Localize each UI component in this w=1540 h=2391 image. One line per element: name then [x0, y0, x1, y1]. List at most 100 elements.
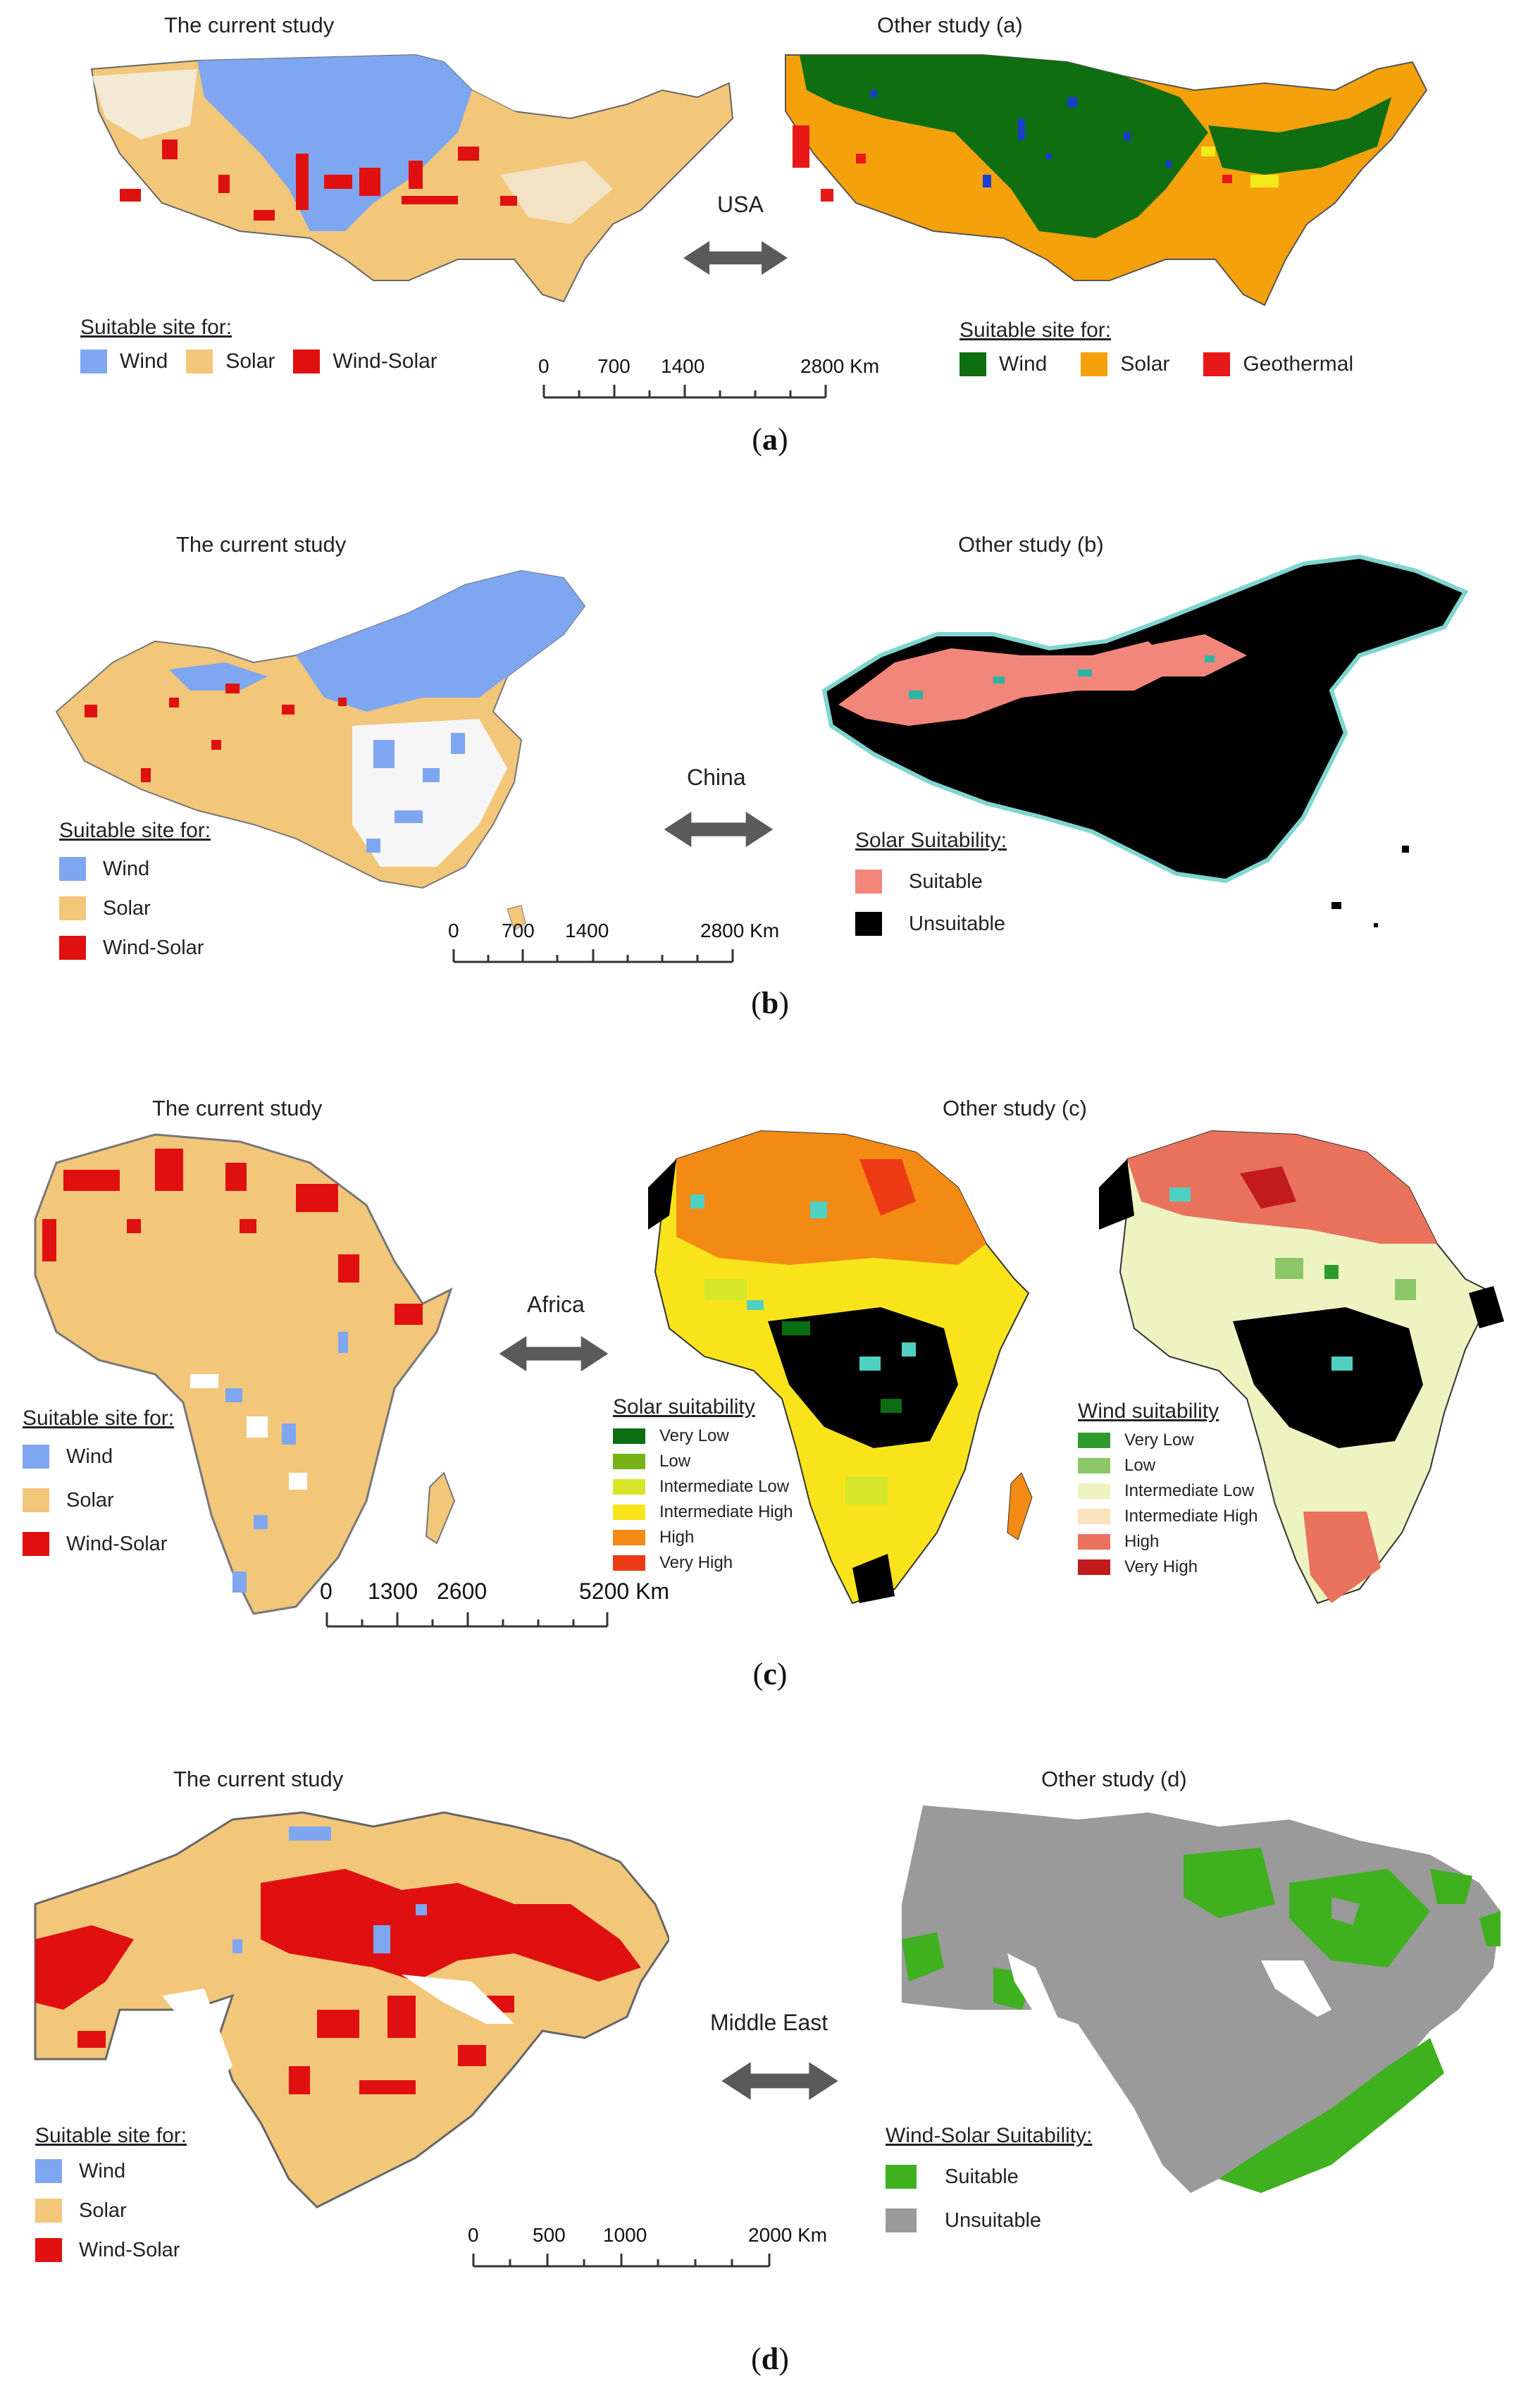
middle-east-other-study-map: [895, 1798, 1501, 2207]
panel-d-region-label: Middle East: [710, 2010, 828, 2035]
wind-intermediate-low-swatch: [1078, 1483, 1110, 1499]
panel-d-left-legend-title: Suitable site for:: [35, 2124, 187, 2147]
wind-swatch: [80, 350, 107, 373]
panel-a-region-label: USA: [717, 192, 764, 217]
scale-tick-label: 1300: [368, 1578, 418, 1604]
panel-a-left-legend: Suitable site for: Wind Solar Wind-Solar: [80, 316, 456, 373]
solar-intermediate-high-swatch: [613, 1505, 645, 1520]
wind-solar-swatch: [59, 936, 86, 960]
legend-wind-label: Wind: [120, 350, 168, 373]
panel-b-left-title: The current study: [176, 532, 347, 557]
solar-very-high-swatch: [613, 1555, 645, 1571]
panel-a-left-legend-title: Suitable site for:: [80, 316, 232, 339]
scale-tick-label: 0: [320, 1578, 333, 1604]
solar-swatch: [186, 350, 213, 373]
solar-swatch: [35, 2199, 62, 2223]
panel-c-caption: (c): [752, 1657, 788, 1691]
wind-low-label: Low: [1124, 1456, 1156, 1475]
scale-tick-label: 700: [502, 920, 535, 941]
wind-solar-swatch: [35, 2238, 62, 2262]
wind-swatch: [35, 2159, 62, 2183]
usa-current-study-map: [77, 48, 740, 316]
scale-tick-label: 1400: [661, 355, 705, 377]
legend-solar-label: Solar: [225, 350, 275, 373]
solar-very-low-swatch: [613, 1428, 645, 1444]
panel-d-caption: (d): [751, 2342, 789, 2376]
legend-unsuitable-label: Unsuitable: [909, 912, 1006, 935]
panel-a-right-legend-title: Suitable site for:: [960, 319, 1112, 342]
panel-a-right-legend: Suitable site for: Wind Solar Geothermal: [960, 319, 1372, 376]
geothermal-swatch: [1203, 352, 1231, 376]
solar-very-high-label: Very High: [659, 1553, 733, 1572]
solar-swatch: [23, 1488, 49, 1512]
panel-c-left-legend-title: Suitable site for:: [23, 1407, 175, 1430]
panel-c-left-title: The current study: [152, 1096, 323, 1120]
usa-other-study-map: [771, 48, 1441, 319]
panel-b-double-arrow-icon: [659, 809, 778, 850]
wind-intermediate-high-label: Intermediate High: [1124, 1507, 1258, 1526]
legend-solar-label: Solar: [103, 896, 151, 920]
panel-a-right-title: Other study (a): [877, 13, 1023, 37]
wind-solar-swatch: [23, 1532, 49, 1556]
panel-a-double-arrow-icon: [683, 238, 788, 278]
suitable-swatch: [855, 870, 882, 894]
legend-wind-solar-label: Wind-Solar: [103, 936, 204, 959]
scale-tick-label: 500: [533, 2224, 566, 2246]
solar-intermediate-low-label: Intermediate Low: [659, 1477, 790, 1496]
usa-wind-swatch: [960, 352, 986, 376]
panel-d-left-title: The current study: [173, 1767, 344, 1791]
panel-d-scale-bar: 0 500 1000 2000 Km: [465, 2224, 859, 2274]
scale-tick-label: 2800 Km: [700, 920, 780, 941]
panel-c-solar-legend-title: Solar suitability: [613, 1395, 755, 1419]
wind-very-high-swatch: [1078, 1559, 1110, 1575]
panel-b: The current study Other study (b): [0, 521, 1540, 1043]
panel-a-scale-bar: 0 700 1400 2800 Km: [535, 355, 879, 405]
panel-c-left-legend: Suitable site for: Wind Solar Wind-Solar: [23, 1407, 174, 1556]
panel-b-right-legend: Solar Suitability: Suitable Unsuitable: [855, 829, 1007, 936]
panel-c-double-arrow-icon: [493, 1333, 614, 1374]
legend-solar-label: Solar: [79, 2199, 127, 2222]
legend-unsuitable-label: Unsuitable: [945, 2208, 1042, 2232]
panel-a-caption: (a): [752, 422, 788, 457]
scale-tick-label: 2000 Km: [748, 2224, 828, 2246]
wind-low-swatch: [1078, 1458, 1110, 1473]
legend-wind-solar-label: Wind-Solar: [66, 1532, 168, 1555]
scale-tick-label: 0: [468, 2224, 479, 2246]
panel-d: The current study Other study (d) Middle…: [0, 1756, 1540, 2391]
legend-solar-label: Solar: [66, 1488, 114, 1512]
wind-high-swatch: [1078, 1534, 1110, 1550]
panel-b-right-title: Other study (b): [958, 532, 1104, 557]
legend-wind-label: Wind: [103, 857, 150, 880]
scale-tick-label: 5200 Km: [579, 1578, 670, 1604]
solar-high-label: High: [659, 1528, 695, 1547]
legend-wind-label: Wind: [79, 2159, 126, 2182]
solar-intermediate-low-swatch: [613, 1479, 645, 1495]
wind-intermediate-high-swatch: [1078, 1509, 1110, 1524]
panel-b-region-label: China: [687, 765, 746, 790]
panel-c-right-title: Other study (c): [943, 1096, 1087, 1120]
legend-wind-solar-label: Wind-Solar: [79, 2238, 180, 2261]
panel-b-caption: (b): [751, 986, 789, 1020]
panel-c-wind-legend-title: Wind suitability: [1078, 1400, 1219, 1423]
panel-c-region-label: Africa: [527, 1292, 585, 1317]
china-other-study-map: [810, 550, 1486, 944]
panel-d-right-legend: Wind-Solar Suitability: Suitable Unsuita…: [886, 2124, 1092, 2232]
scale-tick-label: 1400: [565, 920, 609, 941]
panel-d-right-legend-title: Wind-Solar Suitability:: [886, 2124, 1093, 2147]
panel-c-scale-bar: 0 1300 2600 5200 Km: [317, 1578, 683, 1634]
panel-b-left-legend: Suitable site for: Wind Solar Wind-Solar: [59, 819, 211, 960]
solar-swatch: [59, 896, 86, 920]
panel-d-left-legend: Suitable site for: Wind Solar Wind-Solar: [35, 2124, 187, 2262]
wind-swatch: [23, 1445, 49, 1469]
panel-a: The current study Other study (a): [0, 0, 1540, 486]
legend-wind-solar-label: Wind-Solar: [333, 350, 437, 373]
panel-d-right-title: Other study (d): [1041, 1767, 1187, 1791]
solar-very-low-label: Very Low: [659, 1426, 729, 1445]
unsuitable-swatch: [855, 912, 882, 936]
panel-c: The current study Other study (c): [0, 1085, 1540, 1748]
scale-tick-label: 0: [538, 355, 549, 377]
panel-a-left-title: The current study: [164, 13, 335, 37]
scale-tick-label: 2800 Km: [800, 355, 880, 377]
wind-swatch: [59, 857, 86, 881]
panel-d-double-arrow-icon: [713, 2059, 847, 2103]
